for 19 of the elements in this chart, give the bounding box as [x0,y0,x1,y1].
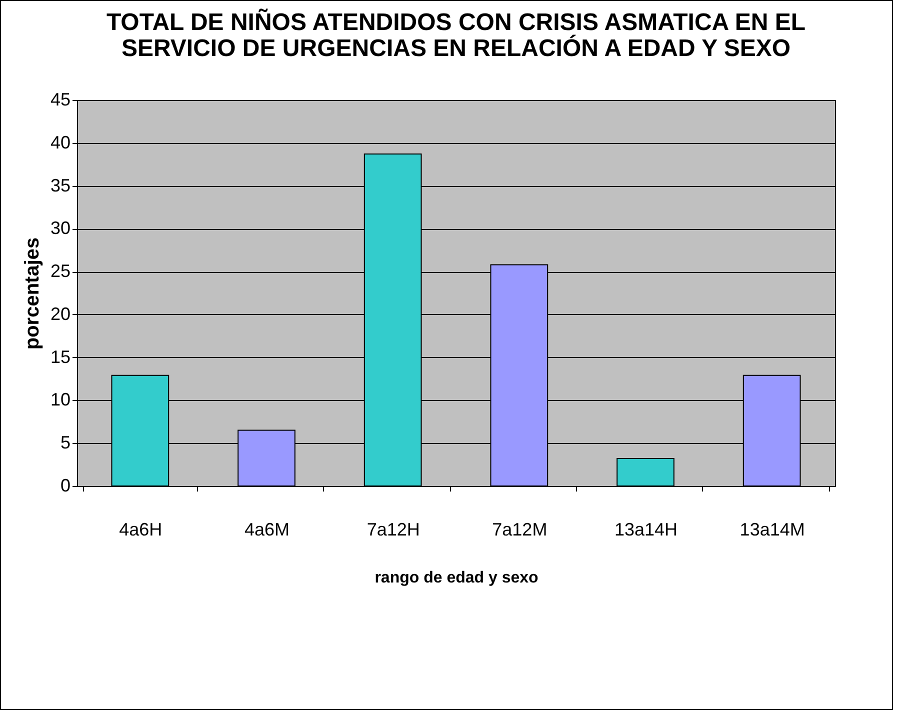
y-tick-label: 10 [50,390,70,410]
x-tick-label: 13a14M [740,520,805,540]
y-tick-label: 30 [50,218,70,238]
y-tick-label: 40 [50,132,70,152]
x-tick-label: 13a14H [614,520,678,540]
x-axis-title: rango de edad y sexo [374,570,539,586]
y-tick-label: 5 [60,432,70,453]
y-tick-label: 25 [50,261,70,282]
y-tick-label: 0 [60,476,70,496]
y-tick-label: 15 [50,346,70,367]
x-tick-label: 4a6M [244,520,290,540]
y-tick-label: 35 [50,175,70,196]
x-tick-label: 7a12M [492,520,548,540]
y-tick-label: 20 [50,304,70,324]
y-tick-label: 45 [50,90,70,110]
x-tick-label: 7a12H [366,520,420,540]
x-tick-label: 4a6H [119,520,162,540]
y-axis-title: porcentajes [21,237,44,350]
chart-title: TOTAL DE NIÑOS ATENDIDOS CON CRISIS ASMATICA EN EL SERVICIO DE URGENCIAS EN RELACIÓN A EDAD Y SEXO [106,8,806,62]
